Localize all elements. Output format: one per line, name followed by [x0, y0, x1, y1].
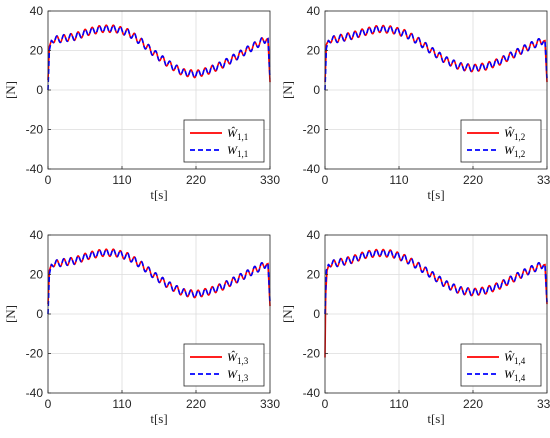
chart-panel-2: 0 110 220 330 -40 -20 0 20 40 t[s] [N] Ŵ1,2W1,2 — [280, 4, 550, 202]
x-axis-label: t[s] — [427, 411, 444, 426]
y-tick-label-0: -40 — [303, 162, 321, 176]
y-tick-label-1: -20 — [26, 123, 44, 137]
y-tick-label-3: 20 — [30, 268, 44, 282]
y-tick-label-2: 0 — [36, 307, 43, 321]
legend: Ŵ1,2W1,2 — [460, 119, 542, 163]
x-tick-label-2: 220 — [463, 173, 483, 187]
y-tick-label-4: 40 — [307, 4, 321, 18]
y-tick-label-2: 0 — [36, 83, 43, 97]
legend-box — [183, 119, 265, 163]
legend: Ŵ1,1W1,1 — [183, 119, 265, 163]
x-tick-label-0: 0 — [322, 397, 329, 411]
y-tick-label-1: -20 — [26, 347, 44, 361]
y-tick-label-3: 20 — [307, 44, 321, 58]
x-tick-label-0: 0 — [45, 397, 52, 411]
legend-entry-2: W1,3 — [227, 367, 249, 383]
chart-panel-4: 0 110 220 330 -40 -20 0 20 40 t[s] [N] Ŵ1,4W1,4 — [280, 228, 550, 426]
x-tick-label-2: 220 — [186, 173, 206, 187]
y-tick-label-2: 0 — [313, 307, 320, 321]
x-tick-label-3: 330 — [260, 397, 280, 411]
legend-entry-1: Ŵ1,4 — [504, 350, 526, 366]
legend: Ŵ1,3W1,3 — [183, 343, 265, 387]
x-tick-label-0: 0 — [322, 173, 329, 187]
series-line-actual — [324, 248, 548, 315]
x-tick-label-1: 110 — [389, 173, 408, 187]
x-tick-label-1: 110 — [112, 397, 131, 411]
x-tick-label-3: 330 — [537, 173, 550, 187]
legend-box — [183, 343, 265, 387]
x-tick-label-3: 330 — [260, 173, 280, 187]
chart-panel-1: 0 110 220 330 -40 -20 0 20 40 t[s] [N] Ŵ1,1W1,1 — [3, 4, 280, 202]
x-axis-label: t[s] — [150, 187, 167, 202]
series-line-actual — [47, 24, 271, 91]
y-tick-label-4: 40 — [30, 228, 44, 242]
x-axis-label: t[s] — [150, 411, 167, 426]
y-tick-label-0: -40 — [26, 162, 44, 176]
legend-box — [460, 343, 542, 387]
x-tick-label-2: 220 — [463, 397, 483, 411]
x-tick-label-1: 110 — [112, 173, 131, 187]
y-axis-label: [N] — [3, 81, 18, 99]
legend-entry-2: W1,2 — [504, 143, 525, 159]
y-tick-label-4: 40 — [307, 228, 321, 242]
x-tick-label-1: 110 — [389, 397, 408, 411]
y-tick-label-0: -40 — [303, 386, 321, 400]
legend-entry-2: W1,4 — [504, 367, 526, 383]
y-tick-label-0: -40 — [26, 386, 44, 400]
y-tick-label-3: 20 — [307, 268, 321, 282]
legend-entry-2: W1,1 — [227, 143, 248, 159]
x-axis-label: t[s] — [427, 187, 444, 202]
y-tick-label-1: -20 — [303, 347, 321, 361]
y-axis-label: [N] — [3, 305, 18, 323]
legend-entry-1: Ŵ1,3 — [227, 350, 249, 366]
legend-box — [460, 119, 542, 163]
legend-entry-1: Ŵ1,1 — [227, 126, 248, 142]
x-tick-label-3: 330 — [537, 397, 550, 411]
legend: Ŵ1,4W1,4 — [460, 343, 542, 387]
y-axis-label: [N] — [280, 305, 295, 323]
y-tick-label-4: 40 — [30, 4, 44, 18]
y-tick-label-2: 0 — [313, 83, 320, 97]
chart-panel-3: 0 110 220 330 -40 -20 0 20 40 t[s] [N] Ŵ1,3W1,3 — [3, 228, 280, 426]
x-tick-label-2: 220 — [186, 397, 206, 411]
legend-entry-1: Ŵ1,2 — [504, 126, 525, 142]
y-tick-label-3: 20 — [30, 44, 44, 58]
series-line-actual — [324, 24, 548, 91]
y-axis-label: [N] — [280, 81, 295, 99]
y-tick-label-1: -20 — [303, 123, 321, 137]
series-line-actual — [47, 248, 271, 315]
x-tick-label-0: 0 — [45, 173, 52, 187]
